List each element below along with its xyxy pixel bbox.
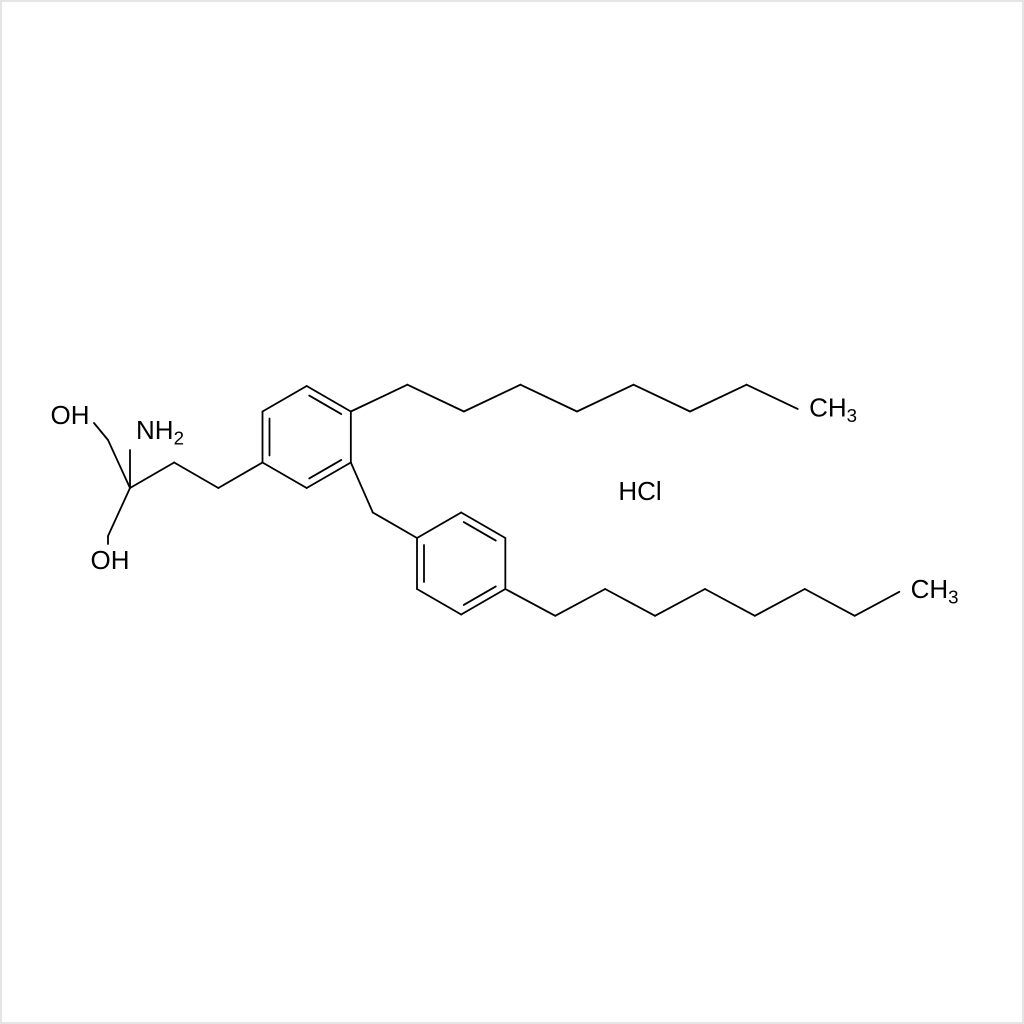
oh-top-label: OH — [51, 400, 90, 430]
chemical-structure-diagram: OHOHNH2HClCH3CH3 — [0, 0, 1024, 1024]
oh-bottom-label: OH — [91, 545, 130, 575]
hcl-label: HCl — [618, 476, 661, 506]
border — [1, 1, 1023, 1023]
